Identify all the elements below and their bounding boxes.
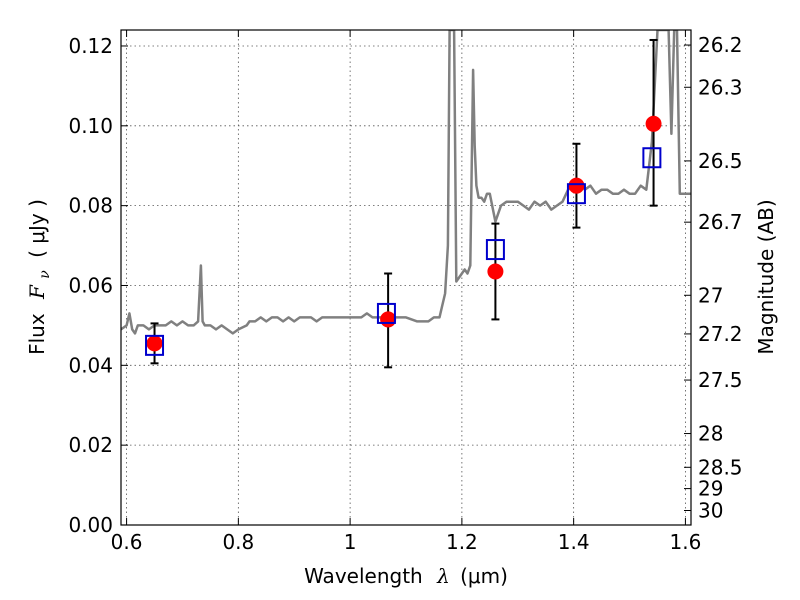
model-square-marker	[566, 183, 586, 205]
y-tick-label: 0.04	[68, 353, 113, 377]
y2-tick-label: 28.5	[698, 455, 743, 479]
x-axis-label-unit: (μm)	[460, 564, 508, 588]
y-tick-label: 0.06	[68, 273, 113, 297]
error-bar-layer	[145, 38, 662, 369]
y-tick-label: 0.08	[68, 194, 113, 218]
photometry-point	[645, 115, 662, 132]
y2-tick-label: 27	[698, 283, 723, 307]
x-axis-label-symbol: λ	[436, 564, 450, 588]
y-tick-label: 0.12	[68, 34, 113, 58]
model-square-marker	[485, 239, 505, 261]
y-tick-label: 0.02	[68, 433, 113, 457]
y-tick-label: 0.00	[68, 513, 113, 537]
x-tick-label: 1.2	[446, 530, 478, 554]
data-layer	[121, 30, 691, 335]
y-axis-label-unit: ( μJy )	[25, 199, 49, 258]
model-square-marker	[376, 302, 396, 324]
y2-tick-label: 26.7	[698, 210, 743, 234]
y2-tick-label: 28	[698, 422, 723, 446]
x-tick-label: 1.6	[670, 530, 702, 554]
photometry-point	[568, 177, 585, 194]
y2-tick-label: 29	[698, 477, 723, 501]
x-tick-label: 0.8	[222, 530, 254, 554]
plot-frame	[120, 29, 692, 526]
photometry-point	[380, 311, 397, 328]
y-axis-label: Flux F ν ( μJy )	[25, 199, 54, 355]
y-axis-label-symbol: F	[25, 284, 49, 300]
plot-background	[121, 30, 691, 525]
model-square-marker	[642, 147, 662, 169]
y2-tick-label: 26.2	[698, 33, 743, 57]
photometry-point	[146, 335, 163, 352]
x-tick-label: 1.4	[558, 530, 590, 554]
x-tick-label: 0.6	[111, 530, 143, 554]
x-tick-label: 1	[344, 530, 357, 554]
ticks: 0.6 0.8 1 1.2 1.4 1.6 0.00 0.02 0.04 0.06 0.08 0.10…	[68, 30, 743, 554]
y2-tick-label: 26.5	[698, 149, 743, 173]
spectrum-line	[121, 30, 691, 335]
y2-tick-label: 26.3	[698, 75, 743, 99]
model-square-marker	[145, 334, 165, 356]
y2-tick-label: 30	[698, 499, 723, 523]
y-axis-label-text: Flux	[25, 313, 49, 355]
photometry-point	[487, 263, 504, 280]
y-tick-label: 0.10	[68, 114, 113, 138]
x-axis-label-text: Wavelength	[304, 564, 423, 588]
y2-tick-label: 27.5	[698, 368, 743, 392]
y-axis-label-subscript: ν	[37, 270, 53, 279]
x-axis-label: Wavelength λ (μm)	[304, 564, 508, 588]
y2-tick-label: 27.2	[698, 322, 743, 346]
y2-axis-label: Magnitude (AB)	[754, 199, 778, 354]
